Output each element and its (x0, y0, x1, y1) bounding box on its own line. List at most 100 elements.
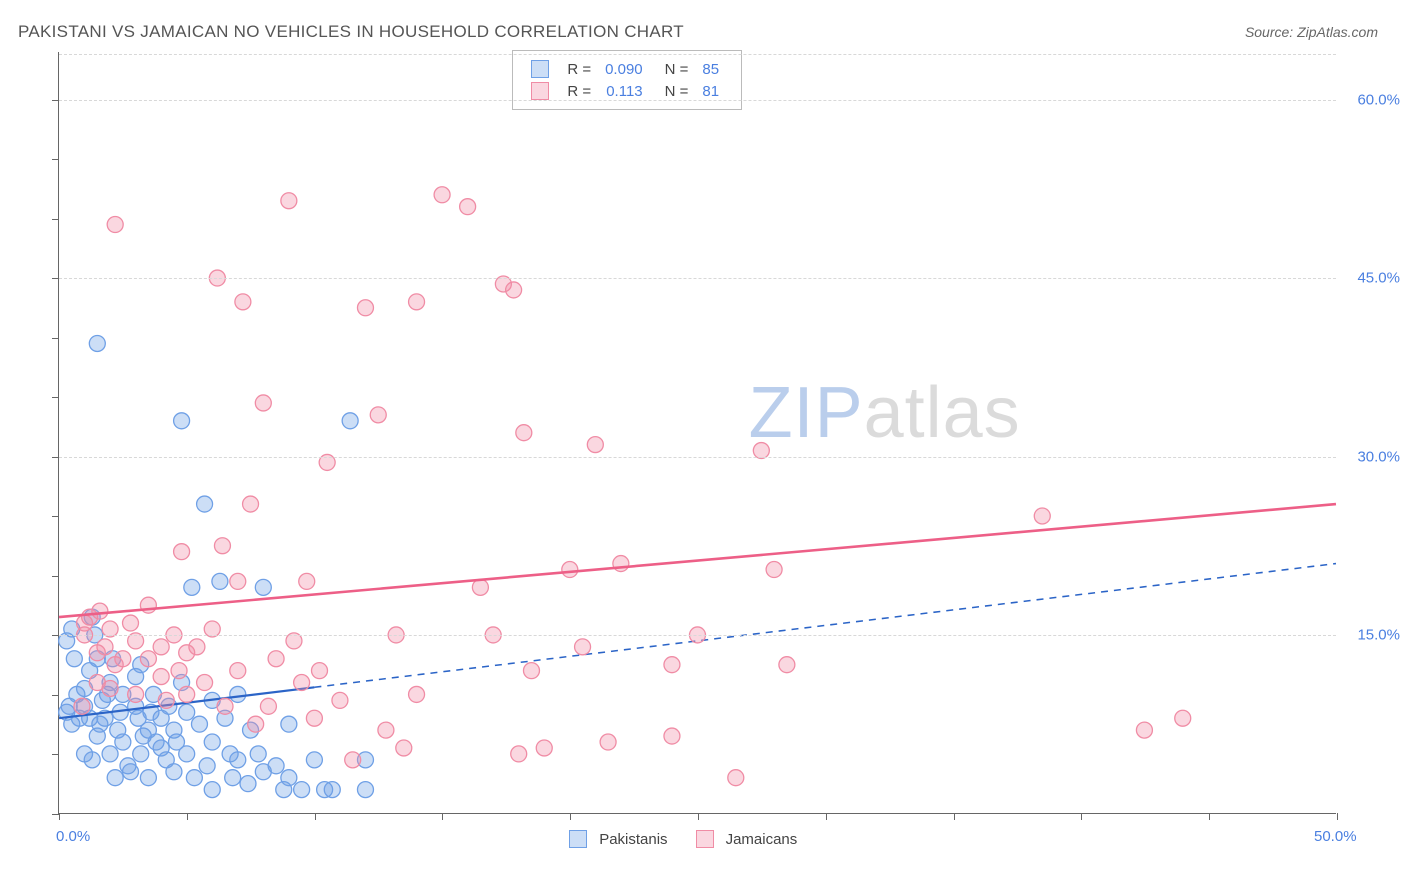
y-tick (52, 754, 59, 755)
legend-swatch (531, 82, 549, 100)
scatter-point (370, 407, 386, 423)
scatter-point (345, 752, 361, 768)
scatter-point (766, 562, 782, 578)
scatter-point (260, 698, 276, 714)
scatter-point (230, 752, 246, 768)
scatter-point (92, 603, 108, 619)
scatter-point (575, 639, 591, 655)
scatter-point (212, 573, 228, 589)
scatter-point (66, 651, 82, 667)
scatter-point (306, 710, 322, 726)
scatter-point (174, 544, 190, 560)
scatter-point (460, 199, 476, 215)
y-tick (52, 219, 59, 220)
scatter-point (523, 663, 539, 679)
x-axis-tick-end: 50.0% (1314, 828, 1357, 845)
y-tick (52, 100, 59, 101)
scatter-point (1175, 710, 1191, 726)
legend-swatch (531, 60, 549, 78)
scatter-svg (59, 52, 1336, 813)
scatter-point (306, 752, 322, 768)
scatter-point (357, 782, 373, 798)
scatter-point (240, 776, 256, 792)
legend-series: PakistanisJamaicans (569, 830, 797, 848)
scatter-point (664, 728, 680, 744)
scatter-point (396, 740, 412, 756)
scatter-point (140, 651, 156, 667)
legend-item: Pakistanis (569, 830, 667, 848)
scatter-point (123, 615, 139, 631)
y-tick-label: 30.0% (1357, 448, 1400, 465)
scatter-point (342, 413, 358, 429)
x-tick (698, 813, 699, 820)
gridline-h (59, 457, 1336, 458)
scatter-point (378, 722, 394, 738)
scatter-point (536, 740, 552, 756)
scatter-point (115, 734, 131, 750)
plot-area: ZIPatlas R =0.090N =85R =0.113N =81 15.0… (58, 52, 1336, 814)
y-tick-label: 60.0% (1357, 91, 1400, 108)
scatter-point (230, 663, 246, 679)
legend-swatch (569, 830, 587, 848)
scatter-point (1034, 508, 1050, 524)
y-tick-label: 15.0% (1357, 627, 1400, 644)
scatter-point (779, 657, 795, 673)
scatter-point (230, 686, 246, 702)
gridline-h (59, 278, 1336, 279)
scatter-point (243, 496, 259, 512)
scatter-point (728, 770, 744, 786)
scatter-point (123, 764, 139, 780)
scatter-point (248, 716, 264, 732)
scatter-point (268, 758, 284, 774)
scatter-point (115, 651, 131, 667)
scatter-point (281, 770, 297, 786)
legend-stat-row: R =0.113N =81 (525, 81, 725, 101)
scatter-point (189, 639, 205, 655)
scatter-point (217, 698, 233, 714)
gridline-h (59, 100, 1336, 101)
scatter-point (102, 746, 118, 762)
chart-header: PAKISTANI VS JAMAICAN NO VEHICLES IN HOU… (0, 0, 1406, 52)
y-tick (52, 338, 59, 339)
chart-title: PAKISTANI VS JAMAICAN NO VEHICLES IN HOU… (18, 22, 684, 42)
legend-label: Pakistanis (599, 831, 667, 848)
scatter-point (97, 639, 113, 655)
scatter-point (409, 686, 425, 702)
scatter-point (107, 770, 123, 786)
scatter-point (158, 692, 174, 708)
scatter-point (472, 579, 488, 595)
x-tick (442, 813, 443, 820)
scatter-point (516, 425, 532, 441)
x-tick (1209, 813, 1210, 820)
scatter-point (294, 782, 310, 798)
scatter-point (153, 639, 169, 655)
scatter-point (184, 579, 200, 595)
scatter-point (225, 770, 241, 786)
x-axis-tick-start: 0.0% (56, 828, 90, 845)
legend-swatch (696, 830, 714, 848)
scatter-point (166, 764, 182, 780)
scatter-point (506, 282, 522, 298)
scatter-point (204, 734, 220, 750)
scatter-point (511, 746, 527, 762)
x-tick (954, 813, 955, 820)
x-tick (570, 813, 571, 820)
scatter-point (140, 770, 156, 786)
y-tick (52, 397, 59, 398)
scatter-point (179, 704, 195, 720)
scatter-point (171, 663, 187, 679)
scatter-point (324, 782, 340, 798)
scatter-point (107, 217, 123, 233)
y-tick (52, 516, 59, 517)
scatter-point (74, 698, 90, 714)
scatter-point (230, 573, 246, 589)
x-tick (315, 813, 316, 820)
scatter-point (133, 746, 149, 762)
gridline-h (59, 635, 1336, 636)
scatter-point (191, 716, 207, 732)
scatter-point (1136, 722, 1152, 738)
scatter-point (281, 193, 297, 209)
trend-line (59, 504, 1336, 617)
x-tick (59, 813, 60, 820)
x-tick (826, 813, 827, 820)
